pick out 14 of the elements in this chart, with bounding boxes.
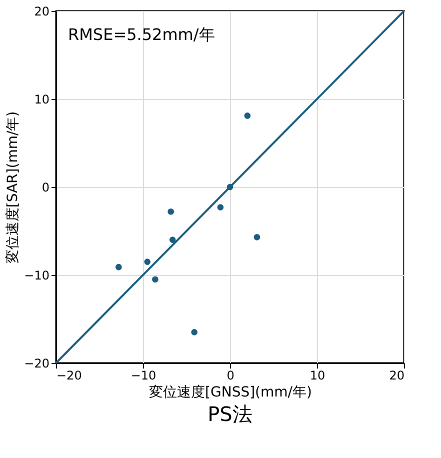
text: PS法 (208, 402, 252, 426)
x-tick-label: 0 (226, 368, 234, 382)
y-tick-label: 10 (34, 92, 50, 106)
y-tick-label: −20 (24, 356, 50, 370)
x-tick-label: −20 (56, 368, 82, 382)
y-tick-label: −10 (24, 268, 50, 282)
y-axis-title: 変位速度[SAR](mm/年) (5, 111, 22, 264)
x-tick-label: −10 (130, 368, 156, 382)
x-tick-label: 20 (389, 368, 404, 382)
x-axis-title: 変位速度[GNSS](mm/年) (149, 384, 312, 400)
annotation: RMSE=5.52mm/年 (68, 25, 215, 44)
y-tick-label: 0 (42, 180, 50, 194)
y-tick-label: 20 (34, 4, 50, 18)
x-tick-label: 10 (310, 368, 326, 382)
